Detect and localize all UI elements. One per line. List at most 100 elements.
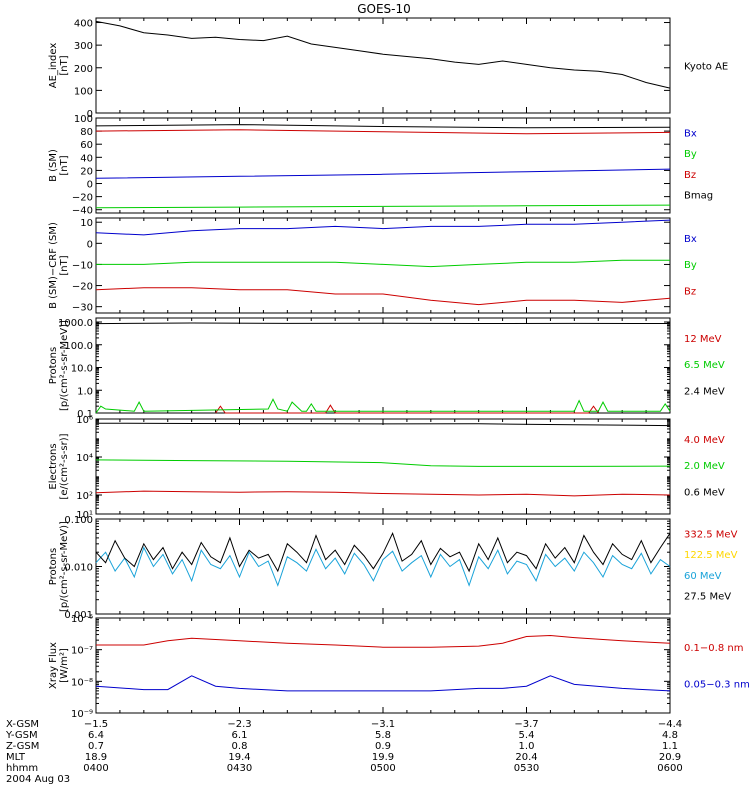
y-tick-label: 80 <box>80 127 93 138</box>
x-tick-label: 6.1 <box>232 730 248 741</box>
series-line <box>96 259 670 268</box>
x-row-label: X-GSM <box>6 719 39 730</box>
y-tick-label: 10⁻⁸ <box>71 677 93 688</box>
x-tick-label: 0.9 <box>375 741 391 752</box>
y-tick-label: 10¹ <box>76 510 93 521</box>
y-tick-label: 400 <box>74 19 93 30</box>
series-line <box>95 490 671 497</box>
series-line <box>95 675 671 692</box>
x-row-label: hhmm <box>6 763 38 774</box>
y-tick-label: 10⁻⁹ <box>71 709 93 720</box>
x-tick-label: −3.1 <box>371 719 395 730</box>
panel-2: −40 −20 0 20 40 60 80 100 B (SM) [nT] Bx By Bz Bmag <box>48 114 713 217</box>
legend-label: By <box>684 260 697 271</box>
y-axis-label: [nT] <box>59 155 70 175</box>
legend-label: Bz <box>684 287 696 298</box>
panel-3: −30 −20 −10 0 10 B (SM)−CRF (SM) [nT] Bx By Bz <box>48 217 697 314</box>
y-tick-label: 0 <box>87 109 93 120</box>
panel-frame <box>95 17 671 114</box>
legend-label: 2.4 MeV <box>684 387 725 398</box>
legend-label: 4.0 MeV <box>684 435 725 446</box>
x-tick-label: 0430 <box>227 763 252 774</box>
y-tick-label: 10 <box>80 218 93 229</box>
panel-frame <box>95 317 671 414</box>
legend-label: 6.5 MeV <box>684 360 725 371</box>
series-line <box>95 124 671 129</box>
x-tick-label: 0600 <box>657 763 682 774</box>
y-tick-label: 0.100 <box>64 515 93 526</box>
panel-5: 10¹ 10² 10⁴ 10⁶ Electrons [e/(cm²-s-sr)] 4.0 M… <box>48 415 725 521</box>
legend-label: 0.6 MeV <box>684 488 725 499</box>
y-tick-label: −20 <box>72 193 93 204</box>
x-tick-label: −2.3 <box>227 719 251 730</box>
panel-7: 10⁻⁹ 10⁻⁸ 10⁻⁷ 10⁻⁶ Xray Flux [W/m²] 0.1−0.8 n… <box>48 614 750 720</box>
x-tick-label: 1.1 <box>662 741 678 752</box>
legend-label: 12 MeV <box>684 334 722 345</box>
y-axis-label: [p/(cm²-s-sr-MeV)] <box>59 521 70 612</box>
panel-6: 0.001 0.010 0.100 Protons [p/(cm²-s-sr-MeV)]… <box>48 515 738 621</box>
y-tick-label: 200 <box>74 64 93 75</box>
y-tick-label: −10 <box>72 260 93 271</box>
panel-4: 0.1 1.0 10.0 100.0 1000.0 Protons [p/(cm²-s-sr… <box>48 317 725 420</box>
legend-label: Kyoto AE <box>684 62 728 73</box>
series-line <box>95 129 671 135</box>
y-tick-label: 0.1 <box>77 409 93 420</box>
legend-label: 60 MeV <box>684 571 722 582</box>
y-tick-label: 1.0 <box>77 386 93 397</box>
y-tick-label: 10⁻⁷ <box>71 646 93 657</box>
y-axis-label: B (SM) <box>48 149 59 182</box>
y-tick-label: 10⁴ <box>76 453 93 464</box>
y-tick-label: 10⁶ <box>76 415 93 426</box>
y-tick-label: −30 <box>72 303 93 314</box>
y-axis-label: [nT] <box>59 255 70 275</box>
y-tick-label: 100 <box>74 114 93 125</box>
x-tick-label: 0.8 <box>232 741 248 752</box>
series-line <box>95 20 671 89</box>
y-axis-label: Protons <box>48 347 59 384</box>
x-tick-label: 0530 <box>514 763 539 774</box>
legend-label: 122.5 MeV <box>684 550 738 561</box>
series-line <box>95 546 671 587</box>
series-line <box>95 219 671 236</box>
legend-label: 0.05−0.3 nm <box>684 679 750 690</box>
x-tick-label: 0500 <box>370 763 395 774</box>
y-tick-label: 40 <box>80 153 93 164</box>
x-tick-label: 20.9 <box>659 752 681 763</box>
y-tick-label: 300 <box>74 41 93 52</box>
x-tick-label: −1.5 <box>84 719 108 730</box>
y-tick-label: −40 <box>72 206 93 217</box>
legend-label: Bx <box>684 129 697 140</box>
x-tick-label: 19.4 <box>228 752 250 763</box>
panel-frame <box>95 518 671 615</box>
panel-1: 0 100 200 300 400 AE_index [nT] Kyoto AE <box>48 17 728 120</box>
y-tick-label: 1000.0 <box>58 318 93 329</box>
legend-label: By <box>684 149 697 160</box>
y-tick-label: 60 <box>80 140 93 151</box>
series-line <box>215 404 599 414</box>
legend-label: Bmag <box>684 191 713 202</box>
x-tick-label: −4.4 <box>658 719 682 730</box>
y-axis-label: Electrons <box>48 443 59 489</box>
legend-label: Bz <box>684 170 696 181</box>
series-line <box>95 204 671 209</box>
series-line <box>95 168 671 179</box>
y-tick-label: 10⁻⁶ <box>71 614 93 625</box>
x-tick-label: −3.7 <box>514 719 538 730</box>
series-line <box>95 422 671 427</box>
y-axis-label: [p/(cm²-s-sr-MeV)] <box>59 320 70 411</box>
x-tick-label: 5.4 <box>519 730 535 741</box>
date-label: 2004 Aug 03 <box>6 774 70 785</box>
y-axis-label: Xray Flux <box>48 642 59 689</box>
series-line <box>95 531 671 573</box>
panel-frame <box>95 217 671 314</box>
legend-label: Bx <box>684 234 697 245</box>
panel-frame <box>95 617 671 714</box>
y-axis-label: [nT] <box>59 55 70 75</box>
x-tick-label: 0.7 <box>88 741 104 752</box>
x-row-label: Z-GSM <box>6 741 39 752</box>
legend-label: 27.5 MeV <box>684 592 731 603</box>
y-axis-label: Protons <box>48 548 59 585</box>
series-line <box>95 398 671 414</box>
y-axis-label: B (SM)−CRF (SM) <box>48 222 59 309</box>
